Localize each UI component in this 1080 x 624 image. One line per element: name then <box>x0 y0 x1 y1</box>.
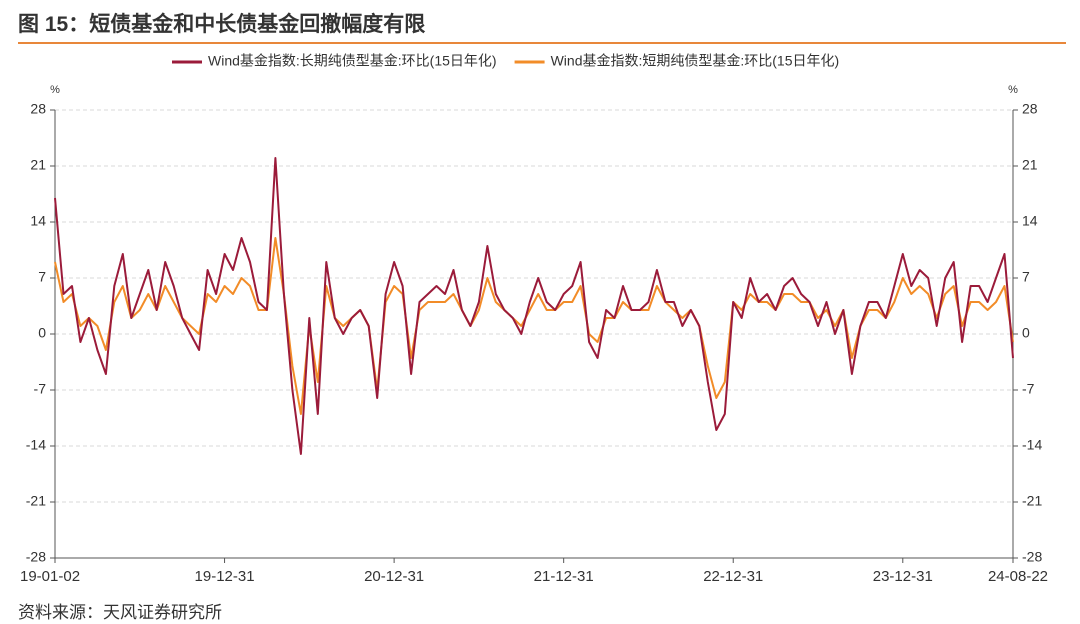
x-tick-label: 24-08-22 <box>988 568 1048 585</box>
legend-label: Wind基金指数:短期纯债型基金:环比(15日年化) <box>551 53 840 69</box>
chart: -28 -21 -14 -7 0 7 14 21 28 -28 -21 -14 -7 0 7 14 21 28%%… <box>20 53 1048 585</box>
y2-tick-label: -14 <box>1022 437 1042 453</box>
x-tick-label: 20-12-31 <box>364 568 424 585</box>
y-tick-label: -14 <box>26 437 46 453</box>
series-line <box>54 237 1014 415</box>
y2-tick-label: -28 <box>1022 549 1042 565</box>
y2-tick-label: 0 <box>1022 325 1030 341</box>
y-tick-label: -7 <box>34 381 47 397</box>
y-tick-label: 21 <box>30 157 46 173</box>
x-tick-label: 19-12-31 <box>195 568 255 585</box>
source-note: 资料来源：天风证券研究所 <box>18 603 222 622</box>
y2-tick-label: 7 <box>1022 269 1030 285</box>
y-tick-label: 14 <box>30 213 46 229</box>
y-tick-label: -21 <box>26 493 46 509</box>
y-unit: % <box>50 84 60 96</box>
y-tick-label: 28 <box>30 101 46 117</box>
figure-title: 图 15：短债基金和中长债基金回撤幅度有限 <box>18 13 426 36</box>
y-tick-label: 0 <box>38 325 46 341</box>
y2-tick-label: -21 <box>1022 493 1042 509</box>
y-tick-label: -28 <box>26 549 46 565</box>
series-line <box>54 157 1014 455</box>
y-tick-label: 7 <box>38 269 46 285</box>
y2-tick-label: 14 <box>1022 213 1038 229</box>
x-tick-label: 19-01-02 <box>20 568 80 585</box>
x-tick-label: 21-12-31 <box>534 568 594 585</box>
y2-unit: % <box>1008 84 1018 96</box>
x-tick-label: 22-12-31 <box>703 568 763 585</box>
legend-label: Wind基金指数:长期纯债型基金:环比(15日年化) <box>208 53 497 69</box>
title-rule <box>18 42 1066 44</box>
y2-tick-label: 28 <box>1022 101 1038 117</box>
x-tick-label: 23-12-31 <box>873 568 933 585</box>
y2-tick-label: 21 <box>1022 157 1038 173</box>
y2-tick-label: -7 <box>1022 381 1035 397</box>
